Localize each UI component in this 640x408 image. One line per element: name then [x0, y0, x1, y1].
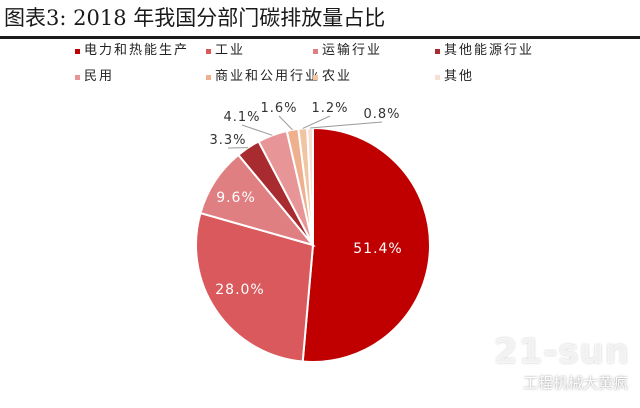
leader-lines [227, 115, 383, 149]
watermark-logo: 21-sun [493, 332, 630, 372]
pie-slice [195, 211, 315, 363]
legend-entry: 商业和公用行业 [215, 69, 320, 84]
legend-entry: 运输行业 [322, 42, 382, 58]
leader-line [302, 115, 331, 129]
leader-line [241, 124, 273, 136]
legend-swatch [206, 75, 211, 80]
pie-slices [195, 126, 431, 363]
legend-entry: 其他能源行业 [444, 43, 534, 58]
slice-label: 1.2% [311, 101, 348, 116]
watermark-caption: 工程机械大黄疯 [522, 374, 628, 392]
legend-swatch [313, 49, 318, 54]
legend-entry: 其他 [444, 69, 474, 84]
slice-label: 1.6% [260, 101, 297, 116]
legend-entry: 农业 [322, 69, 352, 84]
chart-title: 图表3: 2018 年我国分部门碳排放量占比 [4, 6, 386, 30]
slice-label: 9.6% [216, 190, 256, 206]
slice-label: 0.8% [363, 107, 400, 122]
legend-swatch [206, 49, 211, 54]
legend-swatch [75, 49, 80, 54]
slice-label: 28.0% [215, 282, 264, 298]
leader-line [310, 121, 383, 129]
slice-label: 4.1% [223, 110, 260, 125]
slice-label: 51.4% [353, 241, 402, 257]
slice-label: 3.3% [209, 133, 246, 148]
legend-swatch [435, 49, 440, 54]
leader-line [278, 115, 293, 131]
legend-swatch [75, 75, 80, 80]
legend-swatch [313, 75, 318, 80]
slice-labels: 51.4% 28.0% 9.6% 3.3% 4.1%1.6% 1.2% 0.8% [209, 101, 402, 298]
legend-entry: 工业 [215, 43, 245, 58]
legend-swatch [435, 75, 440, 80]
pie-slice [301, 126, 431, 363]
legend-entry: 民用 [84, 69, 114, 84]
title-divider [0, 36, 640, 39]
legend-entry: 电力和热能生产 [84, 43, 189, 58]
